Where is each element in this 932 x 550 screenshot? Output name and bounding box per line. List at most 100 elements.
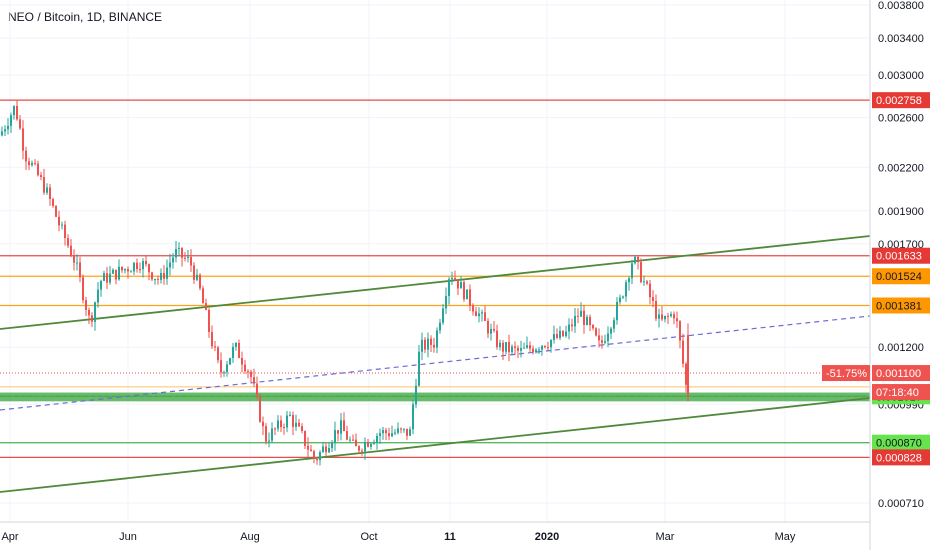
candle (112, 268, 114, 275)
candle-body (649, 283, 651, 298)
candle (43, 168, 45, 195)
candle-body (625, 282, 627, 297)
candle-body (322, 446, 324, 453)
candle-body (670, 314, 672, 317)
candle-body (517, 347, 519, 351)
candle (268, 432, 270, 448)
candle-body (85, 300, 87, 310)
price-tags: 0.0027580.0016330.0015240.0013810.001017… (822, 92, 930, 466)
candle-body (559, 330, 561, 338)
time-tick-label: May (775, 531, 796, 543)
candle (253, 368, 255, 388)
candle-body (544, 345, 546, 348)
level-price-tag-text: 0.001381 (876, 300, 922, 312)
candle-body (523, 347, 525, 349)
candle (562, 330, 564, 338)
candle-body (607, 333, 609, 342)
candle-body (430, 338, 432, 345)
candle (190, 249, 192, 272)
candle (466, 289, 468, 300)
candle (316, 456, 318, 465)
candle-body (304, 431, 306, 446)
candle (643, 275, 645, 287)
candle (46, 183, 48, 195)
candle-body (295, 422, 297, 427)
change-percent-tag-text: -51.75% (826, 368, 867, 380)
last-price-tag-text: 0.001100 (876, 368, 921, 380)
candle (661, 306, 663, 321)
candle-body (220, 360, 222, 373)
candle (343, 412, 345, 432)
change-percent-tag: -51.75% (822, 365, 870, 382)
candles (1, 100, 689, 466)
candle (28, 157, 30, 171)
candle (415, 378, 417, 409)
candle (364, 437, 366, 460)
candle (334, 421, 336, 451)
time-tick-label: Oct (360, 531, 377, 543)
candle-body (346, 431, 348, 440)
candle (379, 428, 381, 444)
candle (175, 240, 177, 263)
candle-body (103, 273, 105, 281)
candle (115, 269, 117, 285)
candle-body (409, 429, 411, 436)
candle-body (526, 345, 528, 348)
candle (502, 340, 504, 361)
candle (70, 239, 72, 258)
candle-body (487, 320, 489, 334)
candle (520, 340, 522, 358)
level-price-tag-bg (872, 449, 930, 466)
candle (133, 261, 135, 276)
candle-body (505, 342, 507, 352)
candle-body (55, 205, 57, 217)
candle-body (571, 324, 573, 327)
candle (208, 308, 210, 338)
change-percent-tag-bg (822, 365, 870, 382)
candle-body (325, 446, 327, 453)
candle (97, 281, 99, 308)
candle-body (172, 257, 174, 263)
candle (538, 347, 540, 355)
candle-body (574, 315, 576, 327)
candle-body (628, 278, 630, 283)
candle-body (361, 450, 363, 452)
candle (91, 312, 93, 328)
candle-body (280, 420, 282, 427)
candle (184, 252, 186, 262)
candle-body (100, 280, 102, 290)
candle (400, 427, 402, 434)
candle-body (373, 442, 375, 444)
candle (289, 411, 291, 417)
candle-body (355, 439, 357, 447)
candle-body (550, 339, 552, 348)
candle-body (76, 262, 78, 264)
candle (655, 294, 657, 322)
candle (169, 253, 171, 276)
candle-body (10, 115, 12, 126)
candle-body (484, 312, 486, 321)
candle (445, 287, 447, 315)
mid-channel-dashed-line (0, 315, 871, 411)
candle (397, 422, 399, 435)
candle-body (292, 414, 294, 427)
candle (457, 279, 459, 296)
candle-body (553, 334, 555, 340)
candle (424, 337, 426, 354)
level-price-tag: 0.000828 (872, 449, 930, 466)
last-price-tag-bg (872, 365, 930, 382)
candle-body (499, 342, 501, 348)
candle-body (316, 458, 318, 461)
candle (394, 428, 396, 436)
candle (583, 305, 585, 334)
candle-body (604, 341, 606, 343)
candle (412, 400, 414, 435)
candle (34, 159, 36, 166)
candle (439, 318, 441, 334)
candle (85, 296, 87, 317)
candle-body (166, 267, 168, 279)
price-tick-label: 0.001900 (878, 206, 924, 218)
candle-body (493, 328, 495, 331)
candle-body (592, 324, 594, 329)
